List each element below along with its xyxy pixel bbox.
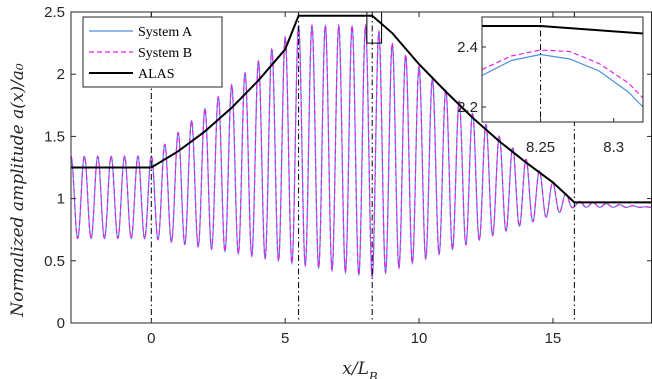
series-system-b-line xyxy=(70,23,652,278)
y-tick-label: 0.5 xyxy=(44,253,65,270)
legend-label: System B xyxy=(138,46,192,61)
y-axis-label: Normalized amplitude a(x)/a₀ xyxy=(8,63,28,318)
inset-y-tick-label: 2.2 xyxy=(457,99,478,116)
legend: System A System B ALAS xyxy=(82,16,223,88)
x-tick-label: 5 xyxy=(281,330,289,347)
inset-y-tick-label: 2.4 xyxy=(457,39,478,56)
series-alas-line xyxy=(71,14,652,204)
legend-label: System A xyxy=(138,25,193,40)
y-tick-label: 1 xyxy=(57,191,65,208)
inset-x-tick-label: 8.25 xyxy=(526,139,555,156)
x-tick-label: 10 xyxy=(411,330,428,347)
inset-series-system-a xyxy=(481,53,644,108)
inset-axes-box xyxy=(481,16,644,123)
x-tick-label: 0 xyxy=(147,330,155,347)
y-tick-label: 2 xyxy=(57,66,65,83)
y-tick-label: 1.5 xyxy=(44,128,65,145)
inset-background xyxy=(482,17,643,122)
inset-plot: 8.25 8.3 2.2 2.4 xyxy=(457,16,644,156)
main-plot: 0 5 10 15 0 0.5 1 1.5 2 2.5 xyxy=(44,4,652,347)
x-axis-label: x/LB xyxy=(342,359,378,379)
inset-x-tick-label: 8.3 xyxy=(603,139,624,156)
y-tick-label: 2.5 xyxy=(44,4,65,21)
legend-label: ALAS xyxy=(138,67,175,82)
inset-series-system-b xyxy=(481,49,644,99)
x-tick-label: 15 xyxy=(545,330,562,347)
y-tick-label: 0 xyxy=(57,315,65,332)
